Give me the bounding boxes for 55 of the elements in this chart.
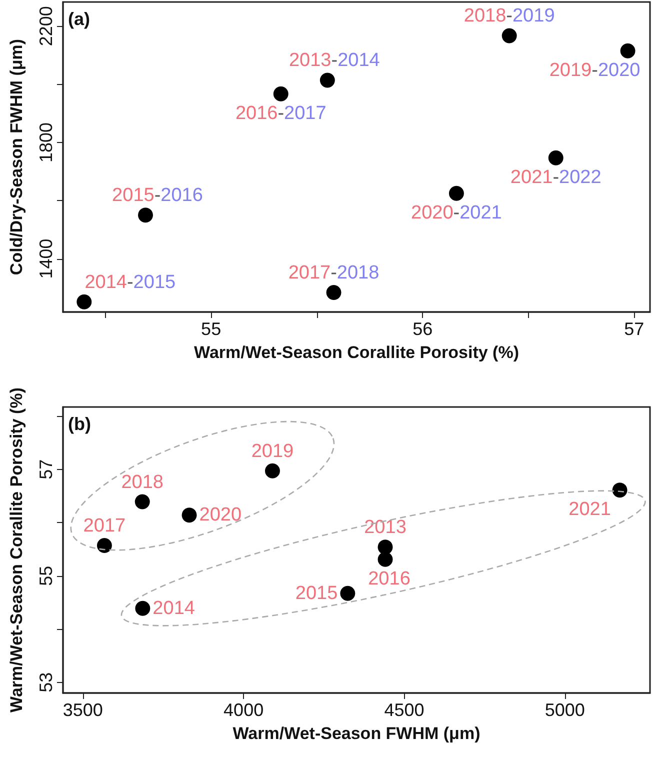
annotation: (a) [68,9,90,29]
y-tick-label: 53 [36,672,56,692]
annotation: 2013 [364,517,406,538]
annotation: 2020 [199,504,242,526]
point [265,463,280,478]
annotation: 2016-2017 [235,102,326,124]
x-axis-title: Warm/Wet-Season Corallite Porosity (%) [194,343,519,362]
annotation: 2019 [251,440,294,462]
point [273,86,288,102]
y-tick-label: 55 [36,566,56,586]
point [134,494,150,510]
point [326,285,342,300]
annotation: 2020-2021 [411,202,502,224]
annotation: 2013-2014 [288,50,380,72]
x-tick-label: 56 [412,319,433,339]
annotation: 2019-2020 [549,60,640,81]
annotation: 2018 [121,472,164,493]
y-tick-label: 2200 [36,6,56,46]
annotation: 2017 [83,515,126,536]
point [96,538,112,553]
point [182,508,197,523]
x-tick-label: 5000 [544,700,585,720]
x-tick-label: 4500 [384,700,424,720]
y-tick-label: 1400 [36,238,56,279]
y-axis-title: Warm/Wet-Season Corallite Porosity (%) [7,388,26,712]
point [378,552,393,567]
y-tick-label: 57 [36,459,56,480]
annotation: 2021 [568,499,611,520]
annotation: 2014-2015 [84,272,176,293]
point [502,28,517,44]
point [448,186,464,201]
annotation: 2015-2016 [112,185,203,206]
annotation: 2015 [295,582,338,604]
point [135,600,150,616]
x-tick-label: 57 [624,319,644,339]
point [620,43,636,58]
y-tick-label: 1800 [36,122,56,162]
x-tick-label: 55 [201,319,222,339]
annotation: 2021-2022 [510,166,602,188]
x-tick-label: 3500 [62,700,103,720]
point [76,294,92,310]
point [378,540,393,555]
annotation: 2018-2019 [464,6,555,27]
point [320,72,335,88]
point [612,482,628,498]
annotation: 2014 [152,598,196,619]
annotation: 2016 [368,568,410,590]
x-axis-title: Warm/Wet-Season FWHM (μm) [232,724,480,743]
annotation: 2017-2018 [288,262,380,284]
point [340,586,356,601]
point [548,150,564,166]
point [138,208,153,223]
x-tick-label: 4000 [224,700,264,720]
annotation: (b) [68,414,91,434]
y-axis-title: Cold/Dry-Season FWHM (μm) [7,38,26,276]
